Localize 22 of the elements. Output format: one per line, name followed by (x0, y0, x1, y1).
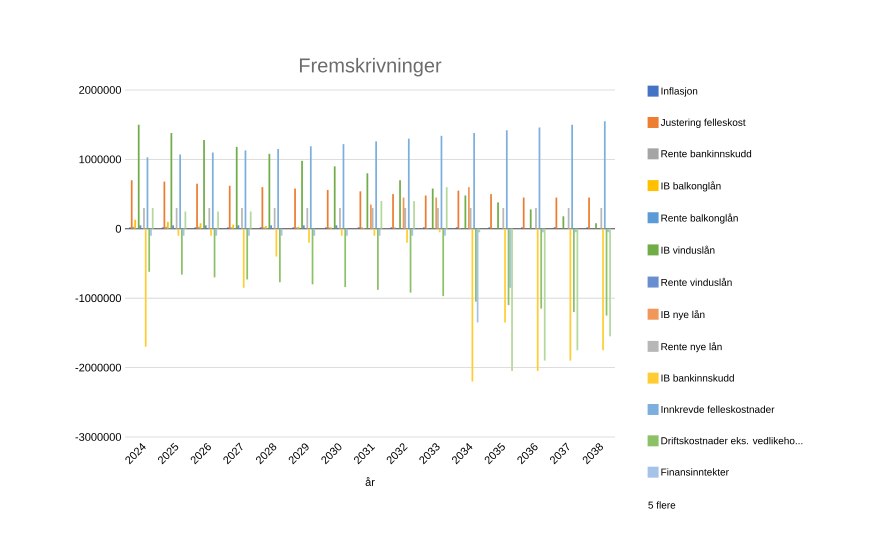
legend-label: Rente nye lån (661, 342, 722, 352)
legend-label: Justering felleskost (660, 118, 746, 128)
legend-label: Finansinntekter (661, 468, 729, 476)
legend-label: IB vinduslån (662, 246, 714, 254)
legend-label: Rente vinduslån (661, 278, 732, 286)
legend-label: IB balkonglån (662, 181, 721, 192)
legend-label: Driftskostnader eks. vedlikeho... (661, 436, 802, 444)
legend-label: IB bankinnskudd (662, 374, 734, 382)
text: 5 flere (648, 501, 676, 509)
y-tick-label: 0 (116, 224, 122, 233)
y-tick-label: 1000000 (79, 156, 122, 164)
legend-label: IB nye lån (662, 310, 704, 320)
legend-label: Innkrevde felleskostnader (662, 406, 774, 413)
y-tick-label: -1000000 (75, 294, 122, 302)
y-tick-label: -3000000 (75, 433, 122, 441)
legend-label: Rente bankinnskudd (661, 150, 752, 158)
y-tick-label: -2000000 (75, 364, 122, 372)
legend-label: Rente balkonglån (661, 213, 738, 224)
x-axis-title: år (366, 477, 375, 486)
y-tick-label: 2000000 (79, 86, 122, 94)
legend-label: Inflasjon (662, 87, 698, 97)
chart-title: Fremskrivninger (300, 58, 442, 76)
